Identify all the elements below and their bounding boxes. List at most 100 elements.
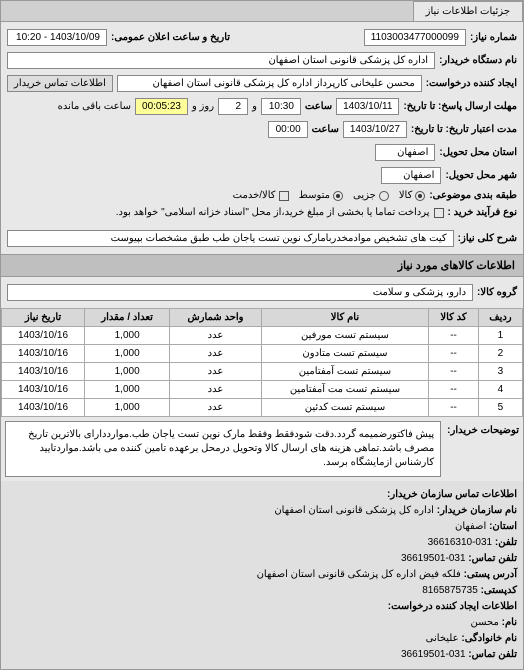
announce-field: 1403/10/09 - 10:20 (7, 29, 107, 46)
phone1-val: 031-36616310 (428, 537, 493, 548)
table-cell: -- (429, 345, 479, 363)
phone2-val: 031-36619501 (401, 649, 466, 660)
province-label: استان محل تحویل: (439, 147, 517, 158)
req-no-label: شماره نیاز: (470, 32, 517, 43)
radio-all[interactable] (415, 191, 425, 201)
validity-time-field: 00:00 (268, 121, 308, 138)
table-header: واحد شمارش (170, 309, 261, 327)
contact-header: اطلاعات تماس سازمان خریدار: (387, 489, 517, 500)
prov-val: اصفهان (455, 521, 486, 532)
validity-date-field: 1403/10/27 (343, 121, 407, 138)
table-cell: 1403/10/16 (2, 327, 85, 345)
category-label: طبقه بندی موضوعی: (429, 190, 517, 201)
table-cell: عدد (170, 345, 261, 363)
table-row[interactable]: 2--سیستم تست متادونعدد1,0001403/10/16 (2, 345, 523, 363)
check-cash-label: کالا/خدمت (233, 190, 276, 201)
countdown-field: 00:05:23 (135, 98, 188, 115)
remain-day-label: روز و (192, 101, 214, 112)
announce-label: تاریخ و ساعت اعلان عمومی: (111, 32, 230, 43)
contact-button[interactable]: اطلاعات تماس خریدار (7, 75, 113, 92)
buyer-notes-label: توضیحات خریدار: (447, 421, 519, 436)
addr-val: فلکه فیض اداره کل پزشکی قانونی استان اصف… (257, 569, 461, 580)
tab-bar: جزئیات اطلاعات نیاز (1, 1, 523, 22)
radio-medium[interactable] (333, 191, 343, 201)
fax-label: تلفن تماس: (468, 553, 517, 564)
radio-partial[interactable] (379, 191, 389, 201)
deadline-date-field: 1403/10/11 (336, 98, 399, 115)
lname-val: علیخانی (426, 633, 459, 644)
top-section: شماره نیاز: 1103003477000099 تاریخ و ساع… (1, 22, 523, 254)
buyer-label: نام دستگاه خریدار: (439, 55, 517, 66)
table-row[interactable]: 1--سیستم تست مورفینعدد1,0001403/10/16 (2, 327, 523, 345)
deadline-label: مهلت ارسال پاسخ: تا تاریخ: (403, 101, 517, 112)
table-cell: عدد (170, 399, 261, 417)
remain-and: و (252, 101, 257, 112)
table-cell: 1,000 (84, 363, 169, 381)
desc-field: کیت های تشخیص موادمخدربامارک نوین تست یا… (7, 230, 454, 247)
table-cell: عدد (170, 327, 261, 345)
city-field: اصفهان (381, 167, 441, 184)
table-cell: -- (429, 363, 479, 381)
table-cell: سیستم تست کدئین (261, 399, 429, 417)
post-val: 8165875735 (422, 585, 478, 596)
table-cell: -- (429, 399, 479, 417)
table-cell: عدد (170, 381, 261, 399)
table-cell: 1,000 (84, 399, 169, 417)
phone2-label: تلفن تماس: (468, 649, 517, 660)
items-table: ردیفکد کالانام کالاواحد شمارشتعداد / مقد… (1, 308, 523, 417)
buyer-notes-box: پیش فاکتورضمیمه گردد.دقت شودفقط وفقط مار… (5, 421, 441, 477)
table-cell: 1,000 (84, 381, 169, 399)
table-cell: 1403/10/16 (2, 363, 85, 381)
radio-all-label: کالا (399, 190, 413, 201)
process-label: نوع فرآیند خرید : (448, 207, 517, 218)
org-val: اداره کل پزشکی قانونی استان اصفهان (274, 505, 434, 516)
validity-label: مدت اعتبار تاریخ: تا تاریخ: (411, 124, 517, 135)
province-field: اصفهان (375, 144, 435, 161)
tab-details[interactable]: جزئیات اطلاعات نیاز (413, 1, 523, 21)
table-cell: عدد (170, 363, 261, 381)
table-header: ردیف (478, 309, 522, 327)
radio-partial-label: جزیی (353, 190, 376, 201)
addr-label: آدرس پستی: (464, 569, 517, 580)
org-label: نام سازمان خریدار: (437, 505, 517, 516)
fax-val: 031-36619501 (401, 553, 466, 564)
table-cell: 1403/10/16 (2, 399, 85, 417)
table-cell: 1,000 (84, 345, 169, 363)
city-label: شهر محل تحویل: (445, 170, 517, 181)
table-cell: 2 (478, 345, 522, 363)
remain-suffix: ساعت باقی مانده (58, 101, 131, 112)
radio-medium-label: متوسط (299, 190, 330, 201)
goods-header: اطلاعات کالاهای مورد نیاز (1, 254, 523, 277)
table-header: تعداد / مقدار (84, 309, 169, 327)
phone1-label: تلفن: (495, 537, 517, 548)
creator-field: محسن علیخانی کارپرداز اداره کل پزشکی قان… (117, 75, 422, 92)
contact-section: اطلاعات تماس سازمان خریدار: نام سازمان خ… (1, 481, 523, 669)
lname-label: نام خانوادگی: (461, 633, 517, 644)
table-cell: -- (429, 327, 479, 345)
table-cell: -- (429, 381, 479, 399)
table-row[interactable]: 3--سیستم تست آمفتامینعدد1,0001403/10/16 (2, 363, 523, 381)
creator2-label: اطلاعات ایجاد کننده درخواست: (388, 601, 517, 612)
table-cell: 1403/10/16 (2, 345, 85, 363)
group-field: دارو، پزشکی و سلامت (7, 284, 473, 301)
fname-val: محسن (471, 617, 499, 628)
table-cell: 5 (478, 399, 522, 417)
table-row[interactable]: 4--سیستم تست مت آمفتامینعدد1,0001403/10/… (2, 381, 523, 399)
req-no-field: 1103003477000099 (364, 29, 466, 46)
validity-time-label: ساعت (312, 124, 339, 135)
table-cell: سیستم تست متادون (261, 345, 429, 363)
table-header: کد کالا (429, 309, 479, 327)
table-header: نام کالا (261, 309, 429, 327)
table-cell: سیستم تست مورفین (261, 327, 429, 345)
check-cash[interactable] (279, 191, 289, 201)
table-cell: سیستم تست مت آمفتامین (261, 381, 429, 399)
creator-label: ایجاد کننده درخواست: (426, 78, 517, 89)
process-note: پرداخت تماما یا بخشی از مبلغ خرید،از محل… (116, 207, 430, 218)
post-label: کدپستی: (481, 585, 517, 596)
process-check[interactable] (434, 208, 444, 218)
category-radios: کالا جزیی متوسط کالا/خدمت (233, 190, 426, 201)
table-header: تاریخ نیاز (2, 309, 85, 327)
deadline-time-field: 10:30 (261, 98, 301, 115)
table-row[interactable]: 5--سیستم تست کدئینعدد1,0001403/10/16 (2, 399, 523, 417)
remain-days-field: 2 (218, 98, 248, 115)
